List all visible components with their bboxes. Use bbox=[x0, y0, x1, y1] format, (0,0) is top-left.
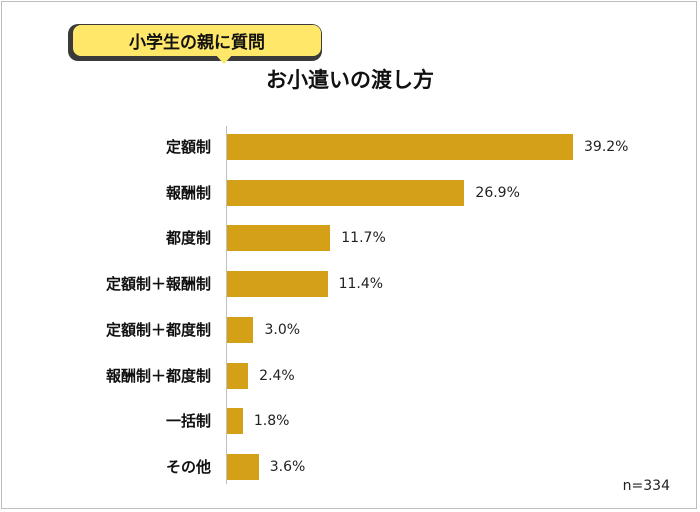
bar bbox=[227, 362, 249, 389]
bar bbox=[227, 408, 243, 435]
category-label: 都度制 bbox=[165, 229, 211, 248]
value-label: 2.4% bbox=[259, 367, 295, 384]
bar bbox=[227, 316, 254, 343]
category-axis-line bbox=[226, 126, 227, 484]
chart-title: お小遣いの渡し方 bbox=[266, 68, 434, 92]
bar bbox=[227, 453, 259, 480]
value-label: 26.9% bbox=[475, 184, 520, 201]
bar bbox=[227, 225, 331, 252]
bar bbox=[227, 179, 465, 206]
category-label: その他 bbox=[165, 457, 211, 476]
category-label: 報酬制＋都度制 bbox=[105, 366, 211, 385]
category-label: 定額制 bbox=[165, 138, 211, 156]
bar bbox=[227, 134, 573, 160]
bar bbox=[227, 271, 328, 298]
badge-pointer bbox=[215, 54, 233, 64]
value-label: 3.0% bbox=[264, 321, 301, 338]
category-label: 定額制＋報酬制 bbox=[105, 275, 211, 294]
sample-size-note: n=334 bbox=[622, 478, 670, 494]
category-label: 一括制 bbox=[165, 412, 211, 431]
value-label: 39.2% bbox=[584, 139, 629, 155]
category-label: 定額制＋都度制 bbox=[105, 320, 211, 339]
value-label: 3.6% bbox=[269, 458, 306, 475]
question-badge: 小学生の親に質問 bbox=[73, 25, 321, 56]
value-label: 11.4% bbox=[338, 276, 384, 293]
value-label: 11.7% bbox=[341, 230, 386, 247]
category-label: 報酬制 bbox=[165, 183, 211, 202]
value-label: 1.8% bbox=[253, 413, 290, 430]
